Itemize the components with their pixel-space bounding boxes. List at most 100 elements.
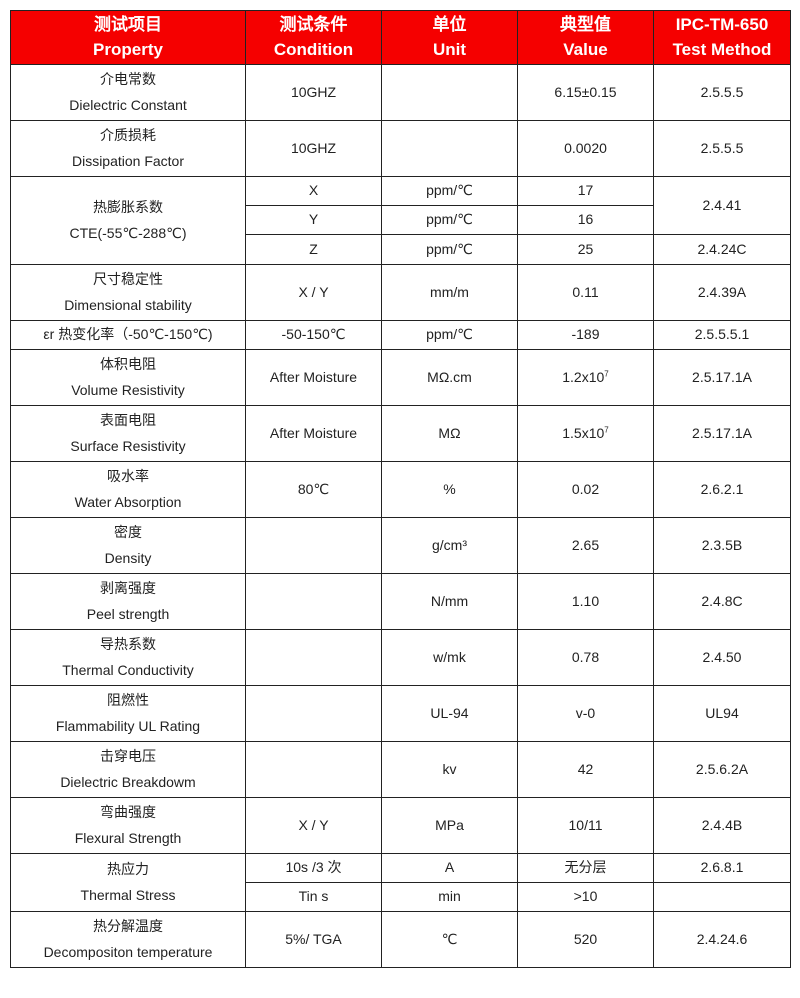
- value-cell: 无分层: [517, 853, 654, 883]
- unit-cell: min: [381, 882, 518, 912]
- header-en: Property: [93, 39, 163, 59]
- table-row: 介质损耗 Dissipation Factor 10GHZ 0.0020 2.5.5.5: [10, 120, 791, 177]
- value-text: 1.5x10: [562, 424, 605, 441]
- unit-cell: ppm/℃: [381, 176, 518, 206]
- property-en: Dissipation Factor: [71, 152, 185, 169]
- condition-cell: 10GHZ: [245, 64, 382, 121]
- test-method-cell: 2.4.39A: [653, 264, 791, 321]
- value-cell: 42: [517, 741, 654, 798]
- header-value: 典型值 Value: [517, 10, 654, 65]
- property-cn: 表面电阻: [100, 412, 156, 428]
- value-text: 10/11: [568, 816, 603, 833]
- test-method-cell: 2.4.4B: [653, 797, 791, 854]
- value-cell: 17: [517, 176, 654, 206]
- value-exponent: 7: [604, 369, 609, 379]
- value-text: 0.02: [571, 480, 600, 497]
- value-cell: v-0: [517, 685, 654, 742]
- value-cell: 1.10: [517, 573, 654, 630]
- header-cn: 典型值: [560, 14, 611, 34]
- property-en: Thermal Conductivity: [62, 661, 194, 678]
- value-text: 16: [577, 211, 594, 228]
- condition-cell: X: [245, 176, 382, 206]
- test-method-cell: 2.4.50: [653, 629, 791, 686]
- condition-cell: Tin s: [245, 882, 382, 912]
- table-row: 阻燃性 Flammability UL Rating UL-94 v-0 UL94: [10, 685, 791, 742]
- test-method-cell: 2.4.24.6: [653, 911, 791, 968]
- table-row: 体积电阻 Volume Resistivity After Moisture MΩ.c…: [10, 349, 791, 406]
- table-row: 介电常数 Dielectric Constant 10GHZ 6.15±0.15 2.5…: [10, 64, 791, 121]
- property-cn: 热膨胀系数: [93, 199, 163, 215]
- value-text: 6.15±0.15: [554, 83, 617, 100]
- test-method-cell: 2.5.17.1A: [653, 405, 791, 462]
- condition-cell: [245, 573, 382, 630]
- property-cell: 热膨胀系数 CTE(-55℃-288℃): [10, 176, 246, 265]
- unit-cell: [381, 120, 518, 177]
- properties-table: 测试项目 Property 测试条件 Condition 单位 Unit 典型值 Val…: [10, 10, 791, 968]
- test-method-cell: 2.4.41: [653, 176, 791, 235]
- value-cell: 1.5x107: [517, 405, 654, 462]
- unit-cell: MΩ.cm: [381, 349, 518, 406]
- test-method-cell: 2.6.2.1: [653, 461, 791, 518]
- value-cell: 1.2x107: [517, 349, 654, 406]
- property-en: CTE(-55℃-288℃): [69, 224, 187, 241]
- property-cn: 介质损耗: [100, 127, 156, 143]
- property-cn: 介电常数: [100, 71, 156, 87]
- value-cell: -189: [517, 320, 654, 350]
- value-cell: 0.11: [517, 264, 654, 321]
- table-row: 吸水率 Water Absorption 80℃% 0.02 2.6.2.1: [10, 461, 791, 518]
- property-en: Dielectric Breakdowm: [60, 773, 196, 790]
- table-row: 热应力 Thermal Stress 10s /3 次 A 无分层 2.6.8.1: [10, 853, 791, 912]
- value-cell: 0.0020: [517, 120, 654, 177]
- value-text: -189: [571, 326, 600, 343]
- unit-cell: MΩ: [381, 405, 518, 462]
- value-text: 520: [573, 930, 598, 947]
- unit-cell: [381, 64, 518, 121]
- property-cell: 剥离强度 Peel strength: [10, 573, 246, 630]
- property-cell: εr 热变化率（-50℃-150℃): [10, 320, 246, 350]
- unit-cell: w/mk: [381, 629, 518, 686]
- value-cell: 0.78: [517, 629, 654, 686]
- unit-cell: %: [381, 461, 518, 518]
- value-text: 25: [577, 240, 594, 257]
- unit-cell: MPa: [381, 797, 518, 854]
- table-row: 击穿电压 Dielectric Breakdowm kv 42 2.5.6.2A: [10, 741, 791, 798]
- condition-cell: 10s /3 次: [245, 853, 382, 883]
- value-cell: 16: [517, 205, 654, 235]
- property-cell: 弯曲强度 Flexural Strength: [10, 797, 246, 854]
- unit-cell: UL-94: [381, 685, 518, 742]
- table-row: εr 热变化率（-50℃-150℃) -50-150℃ ppm/℃ -189 2.5.5…: [10, 320, 791, 350]
- condition-cell: Y: [245, 205, 382, 235]
- property-cn: 剥离强度: [100, 580, 156, 596]
- header-cn: 测试项目: [94, 14, 162, 34]
- condition-cell: X / Y: [245, 797, 382, 854]
- test-method-cell: 2.5.5.5: [653, 64, 791, 121]
- value-text: 42: [577, 760, 594, 777]
- property-cn: 吸水率: [107, 468, 149, 484]
- unit-cell: N/mm: [381, 573, 518, 630]
- table-row: 弯曲强度 Flexural Strength X / Y MPa 10/11 2.4.4B: [10, 797, 791, 854]
- property-en: Volume Resistivity: [71, 381, 185, 398]
- table-row: 热分解温度 Decompositon temperature 5%/ TGA ℃ 520…: [10, 911, 791, 968]
- header-property: 测试项目 Property: [10, 10, 246, 65]
- property-cn: 击穿电压: [100, 748, 156, 764]
- table-row: 剥离强度 Peel strength N/mm 1.10 2.4.8C: [10, 573, 791, 630]
- property-cell: 吸水率 Water Absorption: [10, 461, 246, 518]
- value-cell: 25: [517, 234, 654, 265]
- condition-cell: 10GHZ: [245, 120, 382, 177]
- property-en: Flammability UL Rating: [55, 717, 201, 734]
- value-cell: 2.65: [517, 517, 654, 574]
- value-text: 1.10: [571, 592, 600, 609]
- test-method-cell: [653, 882, 791, 912]
- value-exponent: 7: [604, 425, 609, 435]
- header-en: Unit: [432, 39, 467, 59]
- property-cell: 阻燃性 Flammability UL Rating: [10, 685, 246, 742]
- value-text: 1.2x10: [562, 368, 605, 385]
- test-method-cell: 2.5.6.2A: [653, 741, 791, 798]
- header-cn: 单位: [432, 14, 467, 34]
- property-cell: 击穿电压 Dielectric Breakdowm: [10, 741, 246, 798]
- value-text: 0.0020: [564, 139, 607, 156]
- test-method-cell: 2.3.5B: [653, 517, 791, 574]
- header-unit: 单位 Unit: [381, 10, 518, 65]
